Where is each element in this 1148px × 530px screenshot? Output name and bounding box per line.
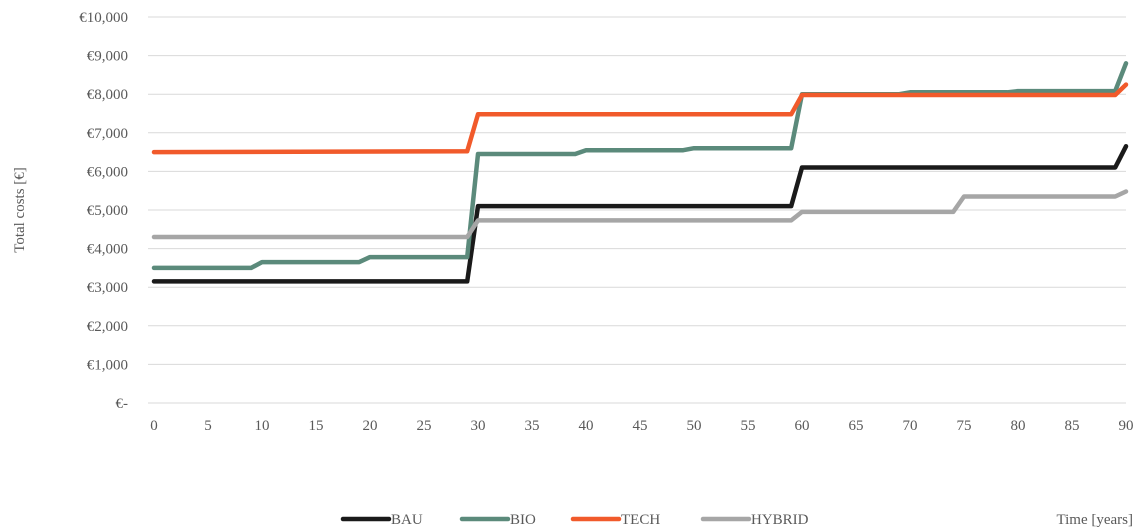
x-tick-label: 80	[1011, 418, 1026, 434]
legend-label-tech: TECH	[621, 512, 660, 528]
series-line-bio	[151, 61, 1129, 271]
x-tick-label: 60	[795, 418, 810, 434]
x-tick-label: 90	[1119, 418, 1134, 434]
series-line-bau	[151, 144, 1129, 284]
y-tick-label: €-	[116, 396, 129, 412]
x-axis-title: Time [years]	[1056, 512, 1133, 528]
legend-label-hybrid: HYBRID	[751, 512, 809, 528]
x-axis-ticks: 0 5 10 15 20 25 30 35 40 45 50 55 60 65 70 75 80 85 90	[150, 418, 1133, 434]
x-tick-label: 0	[150, 418, 158, 434]
gridlines	[148, 16, 1126, 404]
y-tick-label: €5,000	[87, 203, 128, 219]
x-tick-label: 85	[1065, 418, 1080, 434]
y-tick-label: €1,000	[87, 357, 128, 373]
y-axis-title: Total costs [€]	[12, 167, 28, 253]
x-tick-label: 30	[471, 418, 486, 434]
x-tick-label: 25	[417, 418, 432, 434]
legend: BAU BIO TECH HYBRID	[340, 512, 809, 528]
y-tick-label: €4,000	[87, 242, 128, 258]
x-tick-label: 70	[903, 418, 918, 434]
x-tick-label: 65	[849, 418, 864, 434]
x-tick-label: 5	[204, 418, 212, 434]
x-tick-label: 35	[525, 418, 540, 434]
y-tick-label: €6,000	[87, 164, 128, 180]
legend-label-bau: BAU	[391, 512, 423, 528]
x-tick-label: 45	[633, 418, 648, 434]
x-tick-label: 15	[309, 418, 324, 434]
y-tick-label: €3,000	[87, 280, 128, 296]
series-line-hybrid	[151, 189, 1129, 240]
y-axis-ticks: €- €1,000 €2,000 €3,000 €4,000 €5,000 €6,000 €7…	[79, 10, 128, 412]
x-tick-label: 10	[255, 418, 270, 434]
x-tick-label: 55	[741, 418, 756, 434]
series-lines	[151, 61, 1129, 284]
legend-label-bio: BIO	[510, 512, 536, 528]
y-tick-label: €8,000	[87, 87, 128, 103]
y-tick-label: €9,000	[87, 49, 128, 65]
y-tick-label: €10,000	[79, 10, 128, 26]
x-tick-label: 20	[363, 418, 378, 434]
x-tick-label: 50	[687, 418, 702, 434]
y-tick-label: €7,000	[87, 126, 128, 142]
series-line-tech	[151, 82, 1129, 155]
y-tick-label: €2,000	[87, 319, 128, 335]
x-tick-label: 75	[957, 418, 972, 434]
x-tick-label: 40	[579, 418, 594, 434]
